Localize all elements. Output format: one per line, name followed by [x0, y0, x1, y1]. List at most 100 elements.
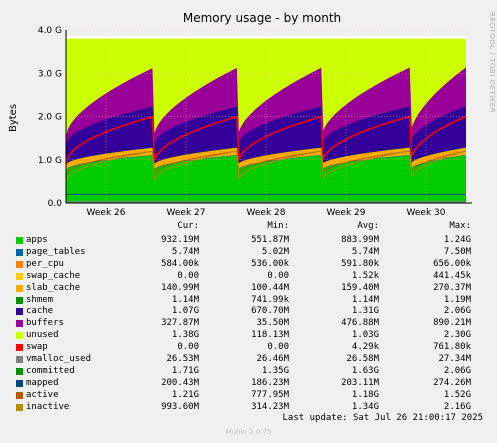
- legend-swatch: [16, 248, 23, 256]
- committed-line: [65, 115, 467, 165]
- legend-cur: 140.99M: [161, 282, 199, 293]
- legend-swatch: [16, 367, 23, 375]
- legend-avg: 1.18G: [351, 389, 379, 400]
- legend-header-avg: Avg:: [357, 221, 379, 231]
- legend-label: committed: [26, 365, 75, 376]
- legend-avg: 1.14M: [351, 294, 379, 305]
- legend-min: 536.00k: [251, 258, 289, 269]
- legend-cur: 1.21G: [171, 389, 199, 400]
- legend-row-shmem: shmem 1.14M 741.99k 1.14M 1.19M: [0, 295, 497, 307]
- legend-min: 670.70M: [251, 306, 289, 317]
- legend-avg: 159.40M: [341, 282, 379, 293]
- legend-cur: 1.71G: [171, 365, 199, 376]
- legend-cur: 0.00: [177, 270, 199, 281]
- legend-label: swap: [26, 342, 48, 353]
- legend-avg: 476.88M: [341, 318, 379, 329]
- x-tick-labels: Week 26 Week 27 Week 28 Week 29 Week 30: [87, 208, 446, 218]
- legend-header-min: Min:: [267, 221, 289, 231]
- y-tick-label: 1.0 G: [38, 156, 62, 166]
- legend-label: unused: [26, 330, 59, 341]
- legend-row-inactive: inactive 993.60M 314.23M 1.34G 2.16G: [0, 402, 497, 414]
- legend-row-buffers: buffers 327.87M 35.50M 476.88M 890.21M: [0, 318, 497, 330]
- legend-swatch: [16, 296, 23, 304]
- legend-label: apps: [26, 235, 48, 245]
- legend-swatch: [16, 260, 23, 268]
- legend-avg: 1.31G: [351, 306, 379, 317]
- legend-max: 2.06G: [443, 365, 471, 376]
- legend-min: 118.13M: [251, 330, 289, 341]
- legend-row-committed: committed 1.71G 1.35G 1.63G 2.06G: [0, 366, 497, 378]
- legend-max: 274.26M: [433, 377, 471, 388]
- legend-swatch: [16, 272, 23, 280]
- legend-cur: 932.19M: [161, 235, 199, 245]
- line-series: [65, 115, 467, 203]
- munin-version: Munin 2.0.75: [225, 428, 272, 436]
- legend-max: 2.16G: [443, 401, 471, 412]
- grid-lines: [66, 29, 466, 203]
- legend-max: 1.19M: [443, 294, 471, 305]
- y-axis-label: Bytes: [8, 104, 19, 132]
- legend-avg: 4.29k: [351, 342, 379, 353]
- legend-min: 26.46M: [256, 354, 289, 364]
- legend-min: 186.23M: [251, 377, 289, 388]
- x-tick-label: Week 28: [247, 208, 286, 218]
- legend-label: mapped: [26, 377, 59, 388]
- legend-max: 761.80k: [433, 342, 471, 353]
- legend-row-swap: swap 0.00 0.00 4.29k 761.80k: [0, 342, 497, 354]
- legend-label: page_tables: [26, 246, 86, 257]
- legend-swatch: [16, 356, 23, 363]
- legend-row-active: active 1.21G 777.95M 1.18G 1.52G: [0, 390, 497, 402]
- legend-cur: 0.00: [177, 342, 199, 353]
- legend-label: active: [26, 389, 59, 400]
- y-tick-labels: 0.0 1.0 G 2.0 G 3.0 G 4.0 G: [38, 26, 62, 209]
- chart-title: Memory usage - by month: [183, 11, 341, 25]
- legend-min: 551.87M: [251, 235, 289, 245]
- legend-avg: 591.80k: [341, 258, 379, 269]
- legend-avg: 5.74M: [351, 246, 379, 257]
- legend-header-cur: Cur:: [177, 221, 199, 231]
- legend-label: slab_cache: [26, 282, 81, 293]
- y-tick-label: 4.0 G: [38, 26, 62, 36]
- legend-min: 0.00: [267, 342, 289, 353]
- legend-min: 35.50M: [256, 318, 289, 329]
- x-tick-label: Week 29: [327, 208, 366, 218]
- legend-swatch: [16, 332, 23, 340]
- legend-label: per_cpu: [26, 258, 64, 269]
- legend-row-swap_cache: swap_cache 0.00 0.00 1.52k 441.45k: [0, 271, 497, 283]
- legend-row-apps: apps 932.19M 551.87M 883.99M 1.24G: [0, 235, 497, 247]
- legend-row-vmalloc_used: vmalloc_used 26.53M 26.46M 26.58M 27.34M: [0, 354, 497, 366]
- legend-row-cache: cache 1.07G 670.70M 1.31G 2.06G: [0, 306, 497, 318]
- legend-max: 1.52G: [443, 389, 471, 400]
- legend-row-slab_cache: slab_cache 140.99M 100.44M 159.40M 270.37M: [0, 283, 497, 295]
- legend-max: 890.21M: [433, 318, 471, 329]
- legend-cur: 1.14M: [171, 294, 199, 305]
- legend-swatch: [16, 320, 23, 328]
- legend-row-unused: unused 1.38G 118.13M 1.03G 2.30G: [0, 330, 497, 342]
- legend-avg: 1.63G: [351, 365, 379, 376]
- legend-avg: 1.52k: [351, 270, 379, 281]
- y-tick-label: 2.0 G: [38, 113, 62, 123]
- legend-max: 7.50M: [443, 246, 471, 257]
- legend-avg: 203.11M: [341, 377, 379, 388]
- legend-row-page_tables: page_tables 5.74M 5.02M 5.74M 7.50M: [0, 247, 497, 259]
- legend-label: shmem: [26, 294, 54, 305]
- legend-avg: 1.34G: [351, 401, 379, 412]
- legend-min: 777.95M: [251, 389, 289, 400]
- legend-min: 314.23M: [251, 401, 289, 412]
- inactive-line: [65, 150, 467, 182]
- legend-swatch: [16, 403, 23, 411]
- legend-max: 441.45k: [433, 270, 471, 281]
- y-tick-label: 0.0: [48, 199, 63, 209]
- legend-swatch: [16, 391, 23, 399]
- legend-cur: 5.74M: [171, 246, 199, 257]
- legend-cur: 26.53M: [166, 354, 199, 364]
- legend-max: 2.06G: [443, 306, 471, 317]
- legend-label: inactive: [26, 401, 70, 412]
- legend-avg: 1.03G: [351, 330, 379, 341]
- legend-swatch: [16, 308, 23, 316]
- legend-max: 1.24G: [443, 235, 471, 245]
- last-update: Last update: Sat Jul 26 21:00:17 2025: [282, 413, 483, 423]
- x-tick-label: Week 26: [87, 208, 126, 218]
- x-tick-label: Week 30: [407, 208, 446, 218]
- legend-avg: 26.58M: [346, 354, 379, 364]
